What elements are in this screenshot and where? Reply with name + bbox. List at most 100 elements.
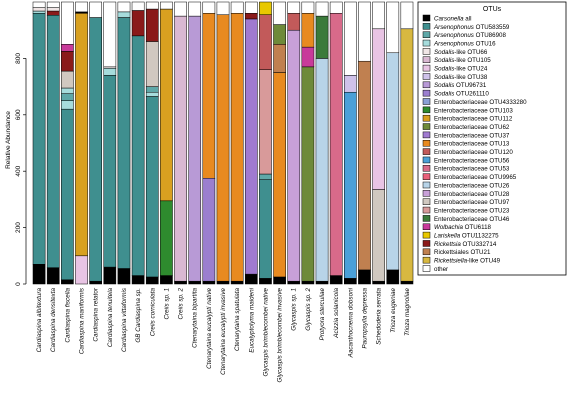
legend-label: Sodalis OTU96731 xyxy=(434,82,487,89)
legend-label: Enterobacteriaceae OTU53 xyxy=(434,166,510,173)
x-tick-label: Ctenarytaina bipartita xyxy=(192,288,199,348)
legend-label: Enterobacteriaceae OTU4333280 xyxy=(434,99,527,106)
bar-segment xyxy=(89,280,103,285)
bar-segment xyxy=(46,267,60,285)
bar-segment xyxy=(61,93,74,101)
bar-segment xyxy=(188,15,202,282)
bar-segment xyxy=(372,1,385,30)
x-tick-label: Glycaspis brimblecombei invasive xyxy=(277,288,284,383)
bar-segment xyxy=(372,189,385,282)
bar-segment xyxy=(32,7,46,12)
legend-swatch xyxy=(422,81,431,89)
bar-segment xyxy=(287,1,301,14)
y-axis: 0 200 400 600 800 xyxy=(15,53,27,286)
bar-segment xyxy=(32,13,46,265)
x-tick-label: Cardiaspina fiscella xyxy=(64,288,71,343)
bar-segment xyxy=(259,278,272,285)
y-axis-title: Relative Abundance xyxy=(5,111,12,169)
bar-segment xyxy=(145,86,159,93)
bar-segment xyxy=(273,24,286,45)
legend-swatch xyxy=(422,181,431,189)
bar-segment xyxy=(400,28,414,282)
legend-label: other xyxy=(434,266,448,273)
bar-segment xyxy=(216,280,230,285)
bar-segment xyxy=(230,1,244,14)
bar-segment xyxy=(329,275,343,285)
bar-segment xyxy=(46,7,60,12)
bar-segment xyxy=(61,100,74,110)
bar-segment xyxy=(216,1,230,15)
bar-segment xyxy=(244,13,258,20)
x-tick-label: Trioza magnoliae xyxy=(404,288,411,336)
legend-label: Enterobacteriaceae OTU28 xyxy=(434,191,510,198)
bar-segment xyxy=(230,13,244,282)
legend-label: Enterobacteriaceae OTU23 xyxy=(434,207,510,214)
legend-swatch xyxy=(422,39,431,47)
bar-segment xyxy=(372,280,385,285)
bar-segment xyxy=(372,28,385,190)
bar-segment xyxy=(315,280,329,285)
y-tick-label: 400 xyxy=(15,165,22,176)
legend-swatch xyxy=(422,198,431,205)
bar-segment xyxy=(202,280,216,285)
legend-swatch xyxy=(422,114,431,122)
legend-label: Lariskella OTU1132275 xyxy=(434,233,499,240)
x-tick-label: Cardiaspina retator xyxy=(93,287,100,341)
bar-segment xyxy=(259,179,272,279)
legend-label: Arsenophonus OTU16 xyxy=(433,40,496,47)
bar-segment xyxy=(344,278,357,285)
bar-segment xyxy=(145,41,159,87)
legend-swatch xyxy=(422,140,431,147)
legend-swatch xyxy=(422,23,431,30)
bar-segment xyxy=(32,1,46,8)
x-tick-label: Cardiaspina albitextura xyxy=(36,288,43,353)
legend-label: Sodalis OTU261110 xyxy=(434,91,489,98)
legend-swatch xyxy=(422,31,431,38)
bar-segment xyxy=(301,280,315,285)
bar-segment xyxy=(344,91,357,279)
bar-segment xyxy=(160,8,173,202)
y-tick-label: 200 xyxy=(15,222,22,233)
legend-label: Enterobacteriaceae OTU46 xyxy=(434,216,510,223)
legend-swatch xyxy=(422,206,431,214)
bar-segment xyxy=(46,15,60,268)
bar-segment xyxy=(117,1,131,13)
x-tick-label: Acizzia solanicola xyxy=(333,288,340,339)
legend-swatch xyxy=(422,248,431,256)
x-axis: Cardiaspina albitextura Cardiaspina densi… xyxy=(36,287,411,382)
bar-segment xyxy=(301,66,315,282)
legend-swatch xyxy=(422,48,431,55)
bar-segment xyxy=(287,29,301,282)
x-tick-label: Cardiaspina maniformis xyxy=(79,287,86,354)
legend-swatch xyxy=(422,190,431,197)
legend-swatch xyxy=(422,256,431,264)
x-tick-label: Creiis sp. 1 xyxy=(163,288,170,320)
bar-segment xyxy=(230,280,244,285)
bar-segment xyxy=(61,70,74,89)
bar-segment xyxy=(174,1,187,17)
legend-swatch xyxy=(422,215,431,222)
bar-segment xyxy=(32,264,46,285)
bar-segment xyxy=(145,276,159,285)
bar-segment xyxy=(89,1,103,18)
legend-title: OTUs xyxy=(483,6,502,13)
legend-label: Enterobacteriaceae OTU13 xyxy=(434,141,510,148)
bar-segment xyxy=(131,35,145,276)
bar-segment xyxy=(103,75,117,268)
legend-label: Rickettsiales OTU21 xyxy=(434,249,491,256)
bar-segment xyxy=(358,60,371,271)
bar-segment xyxy=(46,1,60,8)
x-tick-label: Protyora sterculiae xyxy=(319,288,326,341)
bar-segment xyxy=(273,72,286,278)
bar-segment xyxy=(358,269,371,285)
x-tick-label: Schedoderia serrata xyxy=(376,288,383,345)
legend-label: Enterobacteriaceae OTU112 xyxy=(434,116,513,123)
x-tick-label: Ctenarytaina eucalypti native xyxy=(206,288,213,369)
bar-segment xyxy=(61,279,74,285)
bar-segment xyxy=(117,17,131,269)
bar-segment xyxy=(174,280,187,285)
bar-segment xyxy=(259,14,272,70)
legend-swatch xyxy=(422,131,431,139)
x-tick-label: Glycaspis sp. 1 xyxy=(291,288,298,331)
